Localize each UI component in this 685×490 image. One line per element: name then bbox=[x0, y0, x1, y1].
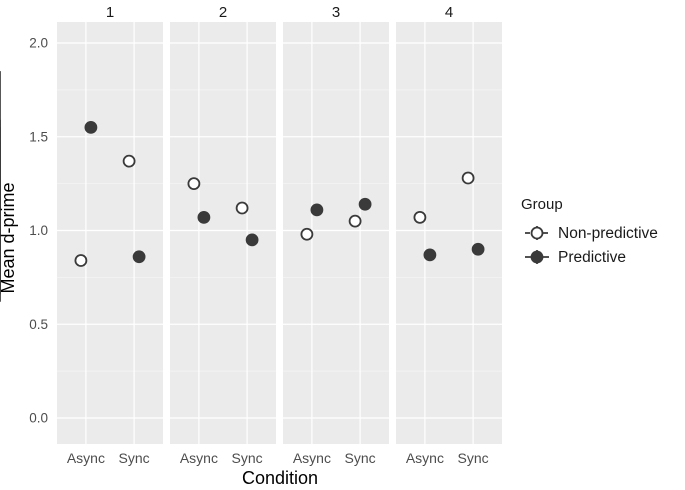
filled-circle-point-predictive bbox=[358, 197, 372, 211]
open-circle-point-non-predictive bbox=[300, 227, 314, 241]
open-circle-point-non-predictive bbox=[461, 171, 475, 185]
open-circle-point-non-predictive bbox=[187, 177, 201, 191]
filled-circle-point-predictive bbox=[84, 120, 98, 134]
facet-label-2: 2 bbox=[219, 4, 227, 21]
x-tick-label: Async bbox=[67, 450, 105, 466]
y-tick-label: 1.0 bbox=[29, 223, 48, 238]
y-tick-label: 0.0 bbox=[29, 411, 48, 426]
filled-circle-point-predictive bbox=[310, 203, 324, 217]
legend-title: Group bbox=[521, 196, 563, 213]
facet-panel-1 bbox=[57, 22, 163, 444]
y-axis-title: Mean d-prime bbox=[0, 182, 18, 293]
data-layer bbox=[0, 71, 485, 302]
facet-panel-3 bbox=[283, 22, 389, 444]
open-circle-point-non-predictive bbox=[74, 254, 88, 267]
y-tick-label: 1.5 bbox=[29, 129, 48, 144]
x-tick-label: Sync bbox=[458, 450, 489, 466]
x-tick-label: Async bbox=[406, 450, 444, 466]
legend: Group Non-predictive Predictive bbox=[521, 196, 658, 266]
facet-panel-2 bbox=[170, 22, 276, 444]
panels-layer bbox=[57, 22, 502, 444]
legend-item-label: Predictive bbox=[558, 249, 626, 266]
axis-layer: 1 Async Sync 2 Async Sync 3 Async Sync 4 Async Sync… bbox=[29, 4, 488, 466]
x-tick-label: Sync bbox=[232, 450, 263, 466]
x-tick-label: Async bbox=[293, 450, 331, 466]
filled-circle-point-predictive bbox=[423, 248, 437, 262]
x-tick-label: Sync bbox=[119, 450, 150, 466]
x-axis-title: Condition bbox=[242, 468, 318, 488]
facet-label-1: 1 bbox=[106, 4, 114, 21]
legend-key-filled-circle-icon bbox=[530, 250, 544, 264]
filled-circle-point-predictive bbox=[245, 233, 259, 247]
open-circle-point-non-predictive bbox=[122, 154, 136, 168]
y-tick-label: 0.5 bbox=[29, 317, 48, 332]
x-tick-label: Sync bbox=[345, 450, 376, 466]
open-circle-point-non-predictive bbox=[413, 210, 427, 224]
filled-circle-point-predictive bbox=[197, 210, 211, 224]
y-tick-label: 2.0 bbox=[29, 36, 48, 51]
facet-label-4: 4 bbox=[445, 4, 453, 21]
filled-circle-point-predictive bbox=[132, 250, 146, 264]
open-circle-point-non-predictive bbox=[348, 214, 362, 228]
x-tick-label: Async bbox=[180, 450, 218, 466]
legend-key-open-circle-icon bbox=[530, 226, 544, 240]
filled-circle-point-predictive bbox=[471, 242, 485, 256]
facet-panel-4 bbox=[396, 22, 502, 444]
legend-item-label: Non-predictive bbox=[558, 225, 658, 242]
facet-label-3: 3 bbox=[332, 4, 340, 21]
open-circle-point-non-predictive bbox=[235, 201, 249, 215]
